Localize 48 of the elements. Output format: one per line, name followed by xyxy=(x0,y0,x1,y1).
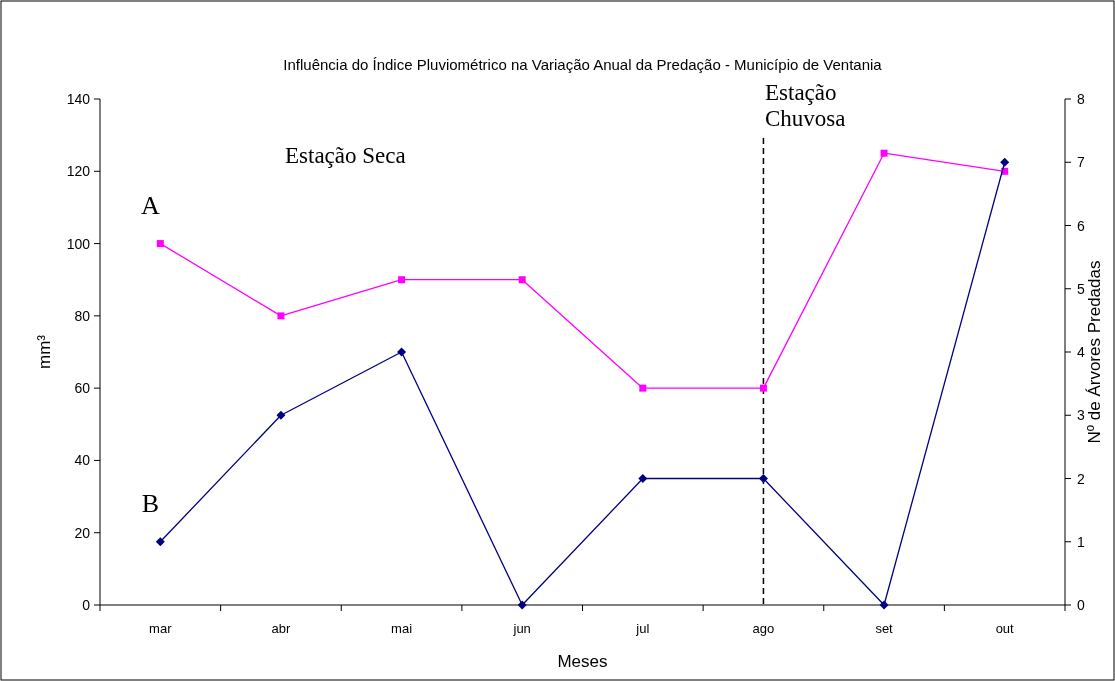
y2-tick-label: 4 xyxy=(1077,344,1085,360)
point xyxy=(156,240,164,248)
y-axis-title: mm³ xyxy=(35,334,54,369)
point xyxy=(517,600,527,610)
point xyxy=(880,149,888,157)
point xyxy=(276,410,286,420)
point xyxy=(758,474,768,483)
y2-tick-label: 6 xyxy=(1077,217,1085,234)
y2-tick-label: 8 xyxy=(1077,91,1085,107)
y-tick-label: 40 xyxy=(74,452,91,469)
x-tick-label: set xyxy=(875,621,894,636)
x-tick-label: abr xyxy=(271,621,291,636)
y2-tick-label: 5 xyxy=(1077,280,1085,297)
point xyxy=(879,600,889,610)
y2-tick-label: 7 xyxy=(1077,154,1085,171)
point xyxy=(397,347,407,357)
series-label: A xyxy=(140,190,160,220)
y2-tick-label: 2 xyxy=(1077,470,1085,487)
point xyxy=(638,474,648,483)
x-tick-label: out xyxy=(995,621,1015,636)
x-tick-label: mai xyxy=(391,621,413,636)
y-tick-label: 0 xyxy=(82,597,91,613)
y-tick-label: 20 xyxy=(74,524,91,541)
x-axis-title: Meses xyxy=(557,652,608,671)
y2-tick-label: 3 xyxy=(1077,407,1085,424)
y-tick-label: 100 xyxy=(66,235,91,252)
y-tick-label: 60 xyxy=(74,380,91,397)
series-label: B xyxy=(141,488,159,518)
annotation: Estação Chuvosa xyxy=(765,80,846,131)
point xyxy=(759,384,767,392)
point xyxy=(1000,157,1010,167)
x-tick-label: mar xyxy=(149,621,173,636)
y2-tick-label: 1 xyxy=(1077,533,1085,550)
point xyxy=(518,276,526,284)
y-tick-label: 140 xyxy=(66,91,91,107)
annotation: Estação Seca xyxy=(285,143,406,168)
x-tick-label: jun xyxy=(512,621,531,636)
point xyxy=(277,312,285,320)
point xyxy=(398,276,406,284)
point xyxy=(155,537,165,547)
y-tick-label: 120 xyxy=(66,163,91,180)
y2-tick-label: 0 xyxy=(1077,597,1085,613)
y2-axis-title: Nº de Árvores Predadas xyxy=(1085,260,1104,444)
y-tick-label: 80 xyxy=(74,307,91,324)
chart-title: Influência do Índice Pluviométrico na Variação Anual da Predação - Município de Ventania xyxy=(283,56,883,73)
x-tick-label: ago xyxy=(752,621,775,636)
point xyxy=(639,384,647,392)
x-tick-label: jul xyxy=(635,621,650,636)
